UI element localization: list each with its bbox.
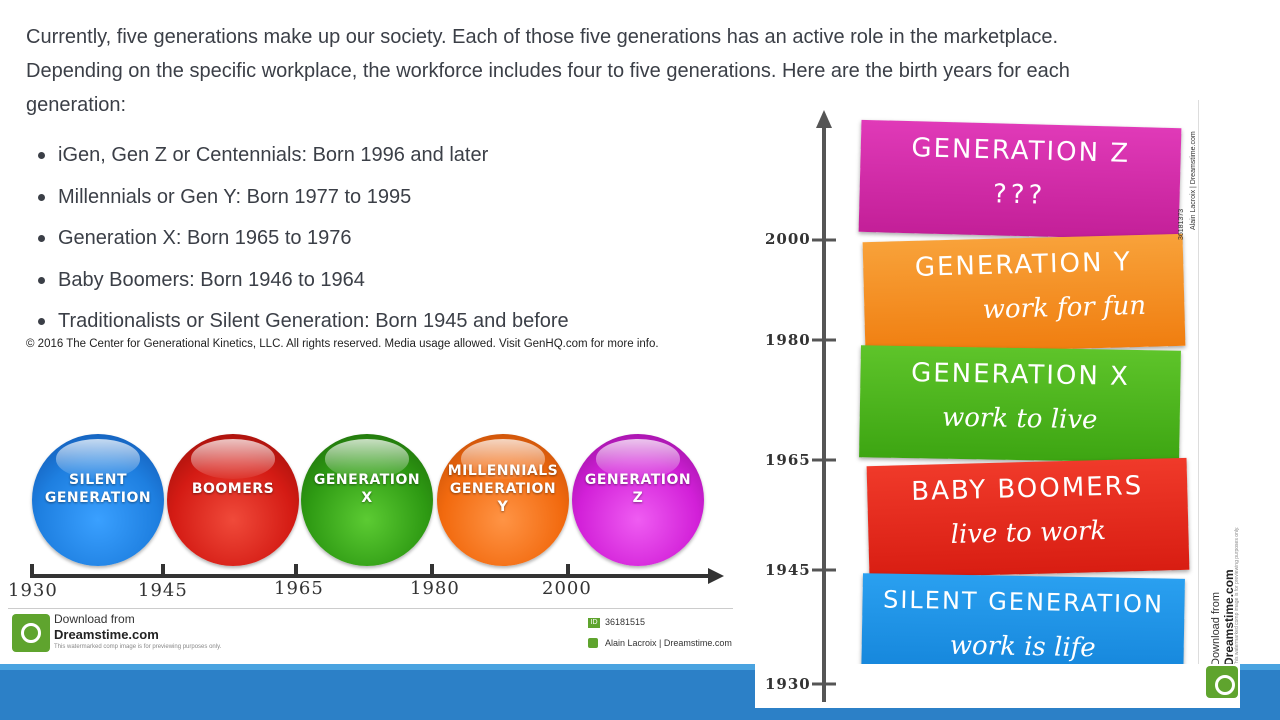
watermark-note: This watermarked comp image is for previ…	[54, 644, 222, 650]
bullet-icon	[38, 235, 45, 242]
list-item-text: Generation X: Born 1965 to 1976	[58, 227, 352, 249]
card-generation-y: GENERATION Y work for fun	[862, 233, 1186, 355]
download-banner-left: Download from Dreamstime.com This waterm…	[8, 608, 733, 658]
download-from-text: Download from	[54, 612, 135, 626]
tick-label: 1980	[765, 331, 811, 349]
author-credit: Alain Lacroix | Dreamstime.com	[1190, 131, 1197, 230]
card-baby-boomers: BABY BOOMERS live to work	[866, 457, 1190, 579]
generation-list: iGen, Gen Z or Centennials: Born 1996 an…	[36, 140, 569, 348]
list-item: Baby Boomers: Born 1946 to 1964	[36, 265, 569, 307]
card-subtitle: work to live	[941, 402, 1098, 436]
list-item-text: iGen, Gen Z or Centennials: Born 1996 an…	[58, 144, 489, 166]
card-title: GENERATION X	[910, 358, 1131, 392]
copyright-text: © 2016 The Center for Generational Kinet…	[26, 338, 659, 350]
tick-label: 1980	[410, 578, 460, 599]
card-subtitle: work is life	[949, 630, 1096, 664]
card-generation-z: GENERATION Z ???	[858, 119, 1182, 241]
dreamstime-logo-icon	[1206, 666, 1238, 698]
image-id: 36181373	[1178, 208, 1185, 240]
card-title: SILENT GENERATION	[882, 585, 1165, 619]
author-credit: Alain Lacroix | Dreamstime.com	[605, 638, 732, 648]
list-item-text: Traditionalists or Silent Generation: Bo…	[58, 310, 569, 332]
dreamstime-brand: Dreamstime.com	[54, 627, 159, 642]
right-panel-overlay	[755, 664, 1240, 708]
bullet-icon	[38, 276, 45, 284]
orb-generation-x: GENERATION X	[301, 434, 433, 566]
watermark-note: This watermarked comp image is for previ…	[1234, 526, 1240, 666]
orb-label: GENERATION Z	[584, 472, 692, 507]
card-title: BABY BOOMERS	[910, 470, 1144, 508]
horizontal-timeline	[30, 564, 724, 584]
orb-millennials: MILLENNIALS GENERATION Y	[437, 434, 569, 566]
list-item: Millennials or Gen Y: Born 1977 to 1995	[36, 182, 569, 224]
id-badge: ID	[588, 618, 600, 628]
list-item-text: Millennials or Gen Y: Born 1977 to 1995	[58, 185, 412, 208]
tick-label: 1930	[8, 580, 58, 601]
orb-label: BOOMERS	[191, 481, 275, 498]
orb-label: SILENT GENERATION	[44, 472, 152, 507]
tick-label: 1945	[765, 561, 811, 579]
list-item: iGen, Gen Z or Centennials: Born 1996 an…	[36, 140, 569, 182]
card-title: GENERATION Z	[911, 133, 1131, 169]
card-subtitle: live to work	[950, 515, 1107, 551]
tick-label: 1945	[138, 580, 188, 601]
vertical-timeline-bottom	[812, 664, 836, 702]
card-subtitle: ???	[992, 179, 1047, 211]
bullet-icon	[38, 318, 45, 325]
tick-label: 1965	[274, 578, 324, 599]
orb-silent-generation: SILENT GENERATION	[32, 434, 164, 566]
orb-label: MILLENNIALS GENERATION Y	[447, 463, 559, 516]
tick-label-overlay: 1930	[765, 675, 811, 693]
bullet-icon	[38, 152, 45, 159]
dreamstime-logo-icon	[12, 614, 50, 652]
bullet-icon	[38, 193, 45, 201]
orb-boomers: BOOMERS	[167, 434, 299, 566]
image-id: 36181515	[605, 617, 646, 627]
list-item: Generation X: Born 1965 to 1976	[36, 223, 569, 265]
download-banner-right: 36181373 Alain Lacroix | Dreamstime.com …	[1178, 100, 1242, 704]
card-title: GENERATION Y	[914, 247, 1133, 283]
orb-label: GENERATION X	[313, 472, 421, 507]
intro-paragraph: Currently, five generations make up our …	[26, 26, 1070, 116]
card-generation-x: GENERATION X work to live	[859, 345, 1181, 463]
download-from-text: Download from	[1210, 592, 1222, 666]
list-item: Traditionalists or Silent Generation: Bo…	[36, 306, 569, 348]
orb-generation-z: GENERATION Z	[572, 434, 704, 566]
vertical-timeline	[812, 110, 836, 702]
tick-label: 2000	[765, 230, 811, 248]
copyright-icon	[588, 638, 598, 648]
card-subtitle: work for fun	[982, 290, 1147, 326]
tick-label: 1965	[765, 451, 811, 469]
tick-label: 2000	[542, 578, 592, 599]
list-item-text: Baby Boomers: Born 1946 to 1964	[58, 268, 365, 291]
